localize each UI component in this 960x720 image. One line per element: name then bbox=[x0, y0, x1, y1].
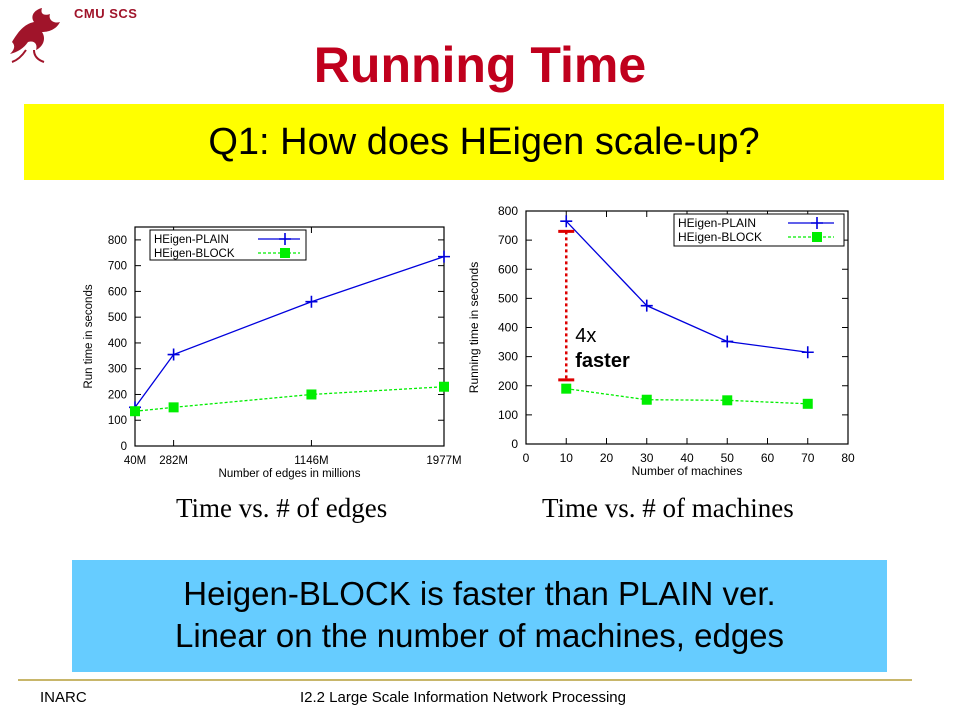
block-point bbox=[641, 394, 652, 405]
legend-marker bbox=[279, 233, 291, 245]
series-line-1 bbox=[566, 388, 808, 405]
series-line-0 bbox=[565, 220, 808, 353]
slide-title: Running Time bbox=[313, 37, 647, 93]
speedup-label-text: faster bbox=[575, 350, 630, 372]
x-tick-label: 70 bbox=[801, 451, 815, 465]
legend-marker bbox=[280, 248, 290, 258]
y-tick-label: 200 bbox=[498, 379, 518, 393]
legend-label: HEigen-BLOCK bbox=[154, 248, 235, 260]
x-tick-label: 1146M bbox=[294, 455, 328, 467]
y-tick-label: 100 bbox=[498, 408, 518, 422]
block-point bbox=[306, 389, 317, 400]
y-tick-label: 700 bbox=[498, 233, 518, 247]
edges-chart-caption: Time vs. # of edges bbox=[176, 493, 388, 523]
block-point bbox=[439, 381, 449, 392]
plain-point bbox=[438, 250, 450, 263]
y-tick-label: 800 bbox=[498, 204, 518, 218]
x-tick-label: 282M bbox=[159, 455, 188, 467]
y-axis-label: Run time in seconds bbox=[83, 284, 95, 388]
x-axis-label: Number of edges in millions bbox=[219, 468, 361, 480]
legend-marker bbox=[812, 232, 822, 242]
y-tick-label: 100 bbox=[108, 415, 127, 427]
y-tick-label: 200 bbox=[108, 389, 127, 401]
y-tick-label: 400 bbox=[498, 321, 518, 335]
plain-point bbox=[167, 348, 180, 361]
y-axis-label: Running time in seconds bbox=[467, 262, 481, 393]
x-tick-label: 1977M bbox=[426, 455, 461, 467]
y-tick-label: 500 bbox=[498, 291, 518, 305]
plain-point bbox=[560, 215, 573, 228]
y-tick-label: 600 bbox=[108, 286, 127, 298]
x-tick-label: 80 bbox=[841, 451, 855, 465]
x-tick-label: 30 bbox=[640, 451, 654, 465]
y-tick-label: 700 bbox=[108, 261, 127, 273]
x-tick-label: 60 bbox=[761, 451, 775, 465]
conclusion-line-1: Heigen-BLOCK is faster than PLAIN ver. bbox=[183, 575, 776, 612]
block-point bbox=[722, 395, 733, 406]
legend-label: HEigen-BLOCK bbox=[678, 230, 762, 244]
legend-marker bbox=[811, 217, 823, 229]
x-tick-label: 0 bbox=[523, 451, 530, 465]
x-tick-label: 10 bbox=[560, 451, 574, 465]
y-tick-label: 400 bbox=[108, 338, 127, 350]
plain-point bbox=[305, 295, 318, 308]
conclusion-line-2: Linear on the number of machines, edges bbox=[174, 617, 785, 654]
edges-chart: 0 100 200 300 400 500 600 700 800 40M 282M 1146M 197… bbox=[83, 226, 462, 480]
x-tick-label: 40M bbox=[124, 455, 146, 467]
machines-chart: 0 100 200 300 400 500 600 700 800 0 10 20 30 40 50 60 70… bbox=[467, 204, 855, 478]
y-tick-label: 800 bbox=[108, 235, 127, 247]
question-banner: Q1: How does HEigen scale-up? bbox=[24, 104, 944, 180]
footer-org: INARC bbox=[40, 689, 87, 706]
conclusion-box: Heigen-BLOCK is faster than PLAIN ver. L… bbox=[72, 560, 887, 672]
series-line-1 bbox=[134, 386, 445, 412]
x-axis-label: Number of machines bbox=[632, 464, 743, 478]
plain-point bbox=[640, 299, 653, 312]
plain-point bbox=[721, 335, 734, 348]
y-tick-label: 500 bbox=[108, 312, 127, 324]
plot-frame bbox=[134, 226, 445, 447]
y-tick-label: 300 bbox=[108, 364, 127, 376]
block-point bbox=[561, 383, 572, 394]
x-tick-label: 50 bbox=[721, 451, 735, 465]
legend-label: HEigen-PLAIN bbox=[154, 234, 229, 246]
y-tick-label: 0 bbox=[511, 437, 518, 451]
y-tick-label: 600 bbox=[498, 262, 518, 276]
legend-label: HEigen-PLAIN bbox=[678, 216, 756, 230]
footer-divider bbox=[18, 679, 912, 681]
block-point bbox=[130, 406, 140, 417]
y-tick-label: 300 bbox=[498, 350, 518, 364]
block-point bbox=[802, 398, 813, 409]
series-line-0 bbox=[134, 256, 445, 408]
footer-course: I2.2 Large Scale Information Network Pro… bbox=[300, 689, 626, 706]
block-point bbox=[168, 402, 179, 413]
brand-label: CMU SCS bbox=[74, 6, 138, 21]
x-tick-label: 40 bbox=[680, 451, 694, 465]
machines-chart-caption: Time vs. # of machines bbox=[542, 493, 794, 523]
speedup-label-factor: 4x bbox=[575, 325, 596, 347]
dragon-logo-icon bbox=[10, 8, 60, 63]
plain-point bbox=[801, 346, 814, 359]
x-tick-label: 20 bbox=[600, 451, 614, 465]
y-tick-label: 0 bbox=[121, 441, 127, 453]
